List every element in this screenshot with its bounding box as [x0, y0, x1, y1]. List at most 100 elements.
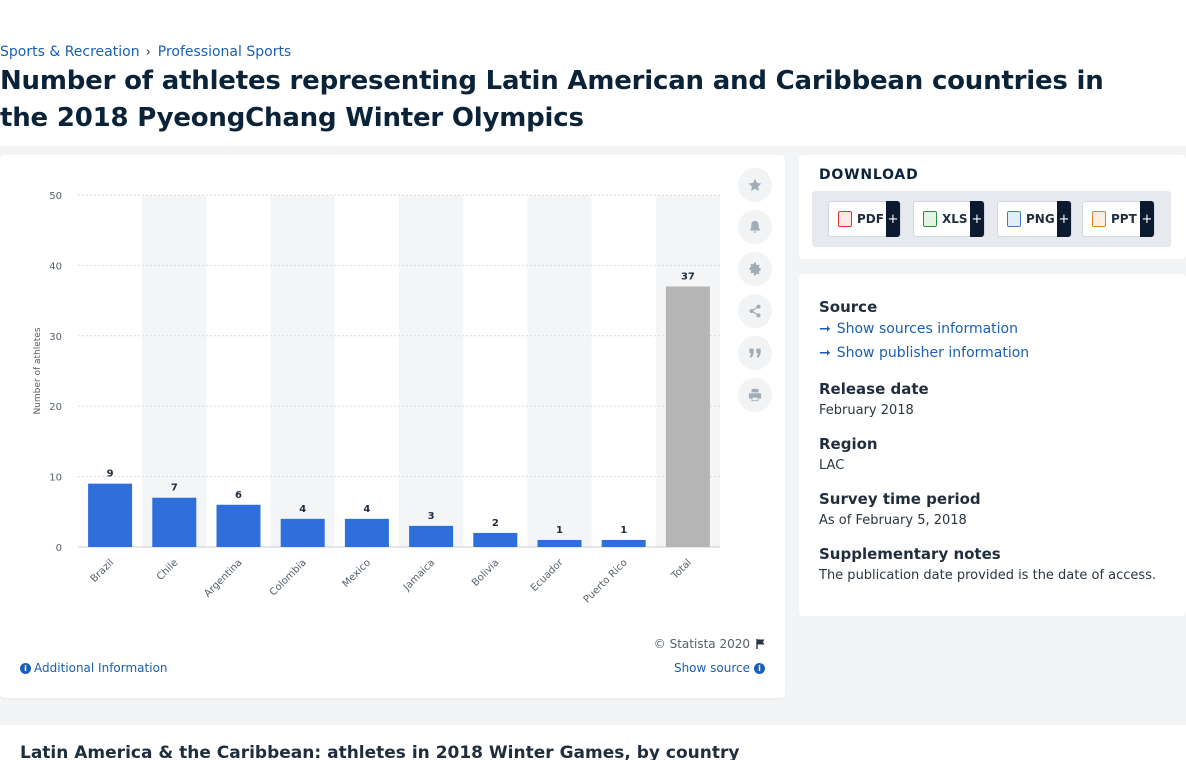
bar: [216, 504, 261, 547]
flag-icon[interactable]: [755, 638, 767, 650]
bar: [280, 518, 325, 547]
bar: [665, 286, 710, 547]
download-png-button[interactable]: PNG +: [997, 201, 1072, 237]
data-label: 1: [620, 525, 627, 536]
favorite-button[interactable]: [738, 168, 772, 202]
y-tick-label: 20: [49, 402, 62, 413]
statistic-details-card: Source ➞ Show sources information ➞ Show…: [799, 274, 1186, 616]
y-tick-label: 0: [56, 543, 62, 554]
x-tick-label: Chile: [155, 557, 180, 582]
pdf-plus-badge: +: [886, 201, 900, 237]
chart-copyright: © Statista 2020: [654, 637, 767, 651]
top-bar: [0, 0, 1186, 34]
x-tick-label: Argentina: [202, 557, 244, 599]
download-xls-label: XLS: [942, 212, 968, 226]
png-plus-badge: +: [1057, 201, 1071, 237]
x-tick-label: Total: [669, 557, 694, 582]
ppt-file-icon: [1092, 211, 1106, 227]
data-label: 37: [681, 272, 695, 283]
data-label: 3: [428, 511, 435, 522]
show-publisher-link[interactable]: ➞ Show publisher information: [819, 345, 1029, 361]
gear-icon: [749, 262, 761, 276]
x-tick-label: Brazil: [89, 557, 117, 585]
download-bar: PDF + XLS + PNG + PPT +: [812, 191, 1171, 247]
x-tick-label: Bolivia: [470, 557, 501, 588]
cite-button[interactable]: [738, 336, 772, 370]
pdf-file-icon: [838, 211, 852, 227]
download-pdf-button[interactable]: PDF +: [828, 201, 901, 237]
ppt-plus-badge: +: [1140, 201, 1154, 237]
y-axis-label: Number of athletes: [33, 327, 43, 414]
column-band: [399, 195, 464, 547]
bar: [537, 539, 582, 547]
y-tick-label: 50: [49, 191, 62, 202]
bar: [152, 497, 197, 547]
breadcrumb-sports-recreation[interactable]: Sports & Recreation: [0, 44, 140, 60]
print-icon: [748, 388, 762, 402]
column-band: [527, 195, 592, 547]
bar: [409, 525, 454, 547]
download-png-label: PNG: [1026, 212, 1055, 226]
info-icon: i: [754, 662, 765, 674]
bar: [601, 539, 646, 547]
y-tick-label: 30: [49, 332, 62, 343]
breadcrumb: Sports & Recreation › Professional Sport…: [0, 43, 291, 61]
quote-icon: [749, 348, 761, 358]
download-ppt-button[interactable]: PPT +: [1082, 201, 1155, 237]
star-icon: [748, 178, 762, 191]
x-tick-label: Mexico: [341, 557, 373, 589]
info-icon: i: [20, 662, 31, 674]
arrow-right-icon: ➞: [819, 345, 831, 361]
additional-information-link[interactable]: i Additional Information: [20, 661, 168, 675]
related-statistic-card: Latin America & the Caribbean: athletes …: [0, 725, 1186, 760]
survey-period-heading: Survey time period: [819, 490, 981, 508]
column-band: [270, 195, 335, 547]
release-date-value: February 2018: [819, 403, 914, 418]
print-button[interactable]: [738, 378, 772, 412]
data-label: 7: [171, 483, 178, 494]
arrow-right-icon: ➞: [819, 321, 831, 337]
bar-chart: 0 10 20 30 40 50 Number of athletes 9 Brazil 7 Chi…: [33, 191, 720, 605]
x-tick-label: Jamaica: [401, 557, 437, 593]
show-sources-link[interactable]: ➞ Show sources information: [819, 321, 1018, 337]
related-statistic-title[interactable]: Latin America & the Caribbean: athletes …: [20, 743, 740, 760]
x-tick-label: Colombia: [268, 557, 309, 598]
bell-icon: [750, 220, 760, 233]
download-card: DOWNLOAD PDF + XLS + PNG + PPT +: [799, 155, 1186, 259]
source-heading: Source: [819, 298, 878, 316]
y-tick-label: 10: [49, 473, 62, 484]
x-tick-label: Ecuador: [529, 557, 566, 594]
bar: [88, 483, 133, 547]
breadcrumb-professional-sports[interactable]: Professional Sports: [157, 44, 292, 60]
download-pdf-label: PDF: [857, 212, 884, 226]
column-band: [142, 195, 207, 547]
bar: [344, 518, 389, 547]
show-source-link[interactable]: Show source i: [674, 661, 765, 675]
supplementary-notes-value: The publication date provided is the dat…: [819, 568, 1157, 583]
region-value: LAC: [819, 458, 845, 473]
download-title: DOWNLOAD: [819, 167, 919, 183]
data-label: 4: [363, 504, 370, 515]
chart-toolbar: [738, 168, 772, 420]
release-date-heading: Release date: [819, 380, 929, 398]
page-title: Number of athletes representing Latin Am…: [0, 66, 1104, 133]
settings-button[interactable]: [738, 252, 772, 286]
bar: [473, 532, 518, 547]
xls-plus-badge: +: [970, 201, 984, 237]
download-ppt-label: PPT: [1111, 212, 1137, 226]
survey-period-value: As of February 5, 2018: [819, 513, 967, 528]
additional-information-label: Additional Information: [34, 661, 168, 675]
xls-file-icon: [923, 211, 937, 227]
y-tick-label: 40: [49, 261, 62, 272]
data-label: 1: [556, 525, 563, 536]
download-xls-button[interactable]: XLS +: [913, 201, 985, 237]
data-label: 6: [235, 490, 242, 501]
show-sources-label: Show sources information: [836, 321, 1018, 337]
notification-button[interactable]: [738, 210, 772, 244]
share-icon: [749, 304, 761, 318]
breadcrumb-separator: ›: [145, 44, 151, 60]
data-label: 9: [107, 469, 114, 480]
page-header: [0, 34, 1186, 146]
share-button[interactable]: [738, 294, 772, 328]
supplementary-notes-heading: Supplementary notes: [819, 545, 1001, 563]
